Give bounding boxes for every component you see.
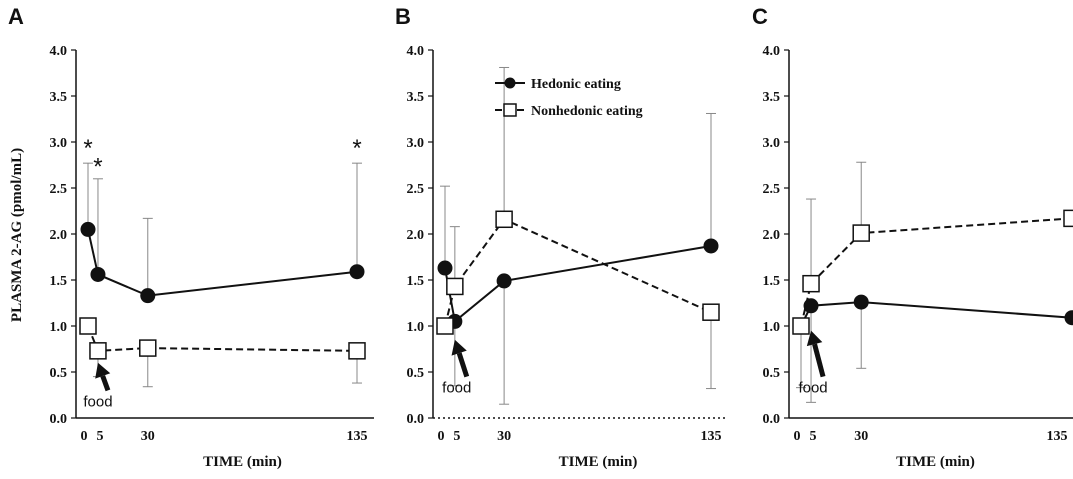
y-tick-label: 4.0 (763, 44, 781, 59)
y-tick-label: 2.5 (407, 182, 425, 197)
x-tick-label: 0 (794, 429, 801, 444)
x-axis-label: TIME (min) (203, 454, 282, 470)
y-tick-label: 2.0 (407, 228, 425, 243)
x-tick-label: 5 (453, 429, 460, 444)
x-tick-label: 135 (1047, 429, 1068, 444)
x-tick-label: 5 (96, 429, 103, 444)
food-arrow-head (95, 362, 111, 379)
legend-nonhedonic-marker (503, 103, 517, 117)
legend-hedonic-marker (504, 77, 516, 89)
y-tick-label: 2.5 (50, 182, 68, 197)
food-arrow-shaft (100, 375, 111, 392)
y-tick-label: 1.5 (407, 274, 425, 289)
hedonic-point (496, 273, 512, 289)
nonhedonic-point (89, 342, 107, 360)
hedonic-point (703, 238, 719, 254)
y-tick-label: 1.0 (763, 320, 781, 335)
nonhedonic-point (139, 339, 157, 357)
legend: Hedonic eating Nonhedonic eating (495, 77, 643, 119)
nonhedonic-series-line (87, 325, 358, 352)
hedonic-series-line (800, 301, 1073, 327)
significance-star: * (352, 135, 361, 162)
hedonic-point (437, 260, 453, 276)
y-tick-label: 4.0 (407, 44, 425, 59)
nonhedonic-point (1063, 209, 1073, 228)
y-tick-label: 4.0 (50, 44, 68, 59)
food-arrow-shaft (812, 343, 826, 378)
hedonic-point (1064, 310, 1073, 326)
nonhedonic-point (792, 317, 810, 335)
food-label: food (83, 393, 112, 410)
nonhedonic-point (852, 224, 870, 242)
legend-hedonic-label: Hedonic eating (531, 77, 621, 92)
hedonic-point (853, 294, 869, 310)
y-tick-label: 2.0 (50, 228, 68, 243)
hedonic-series-line (87, 229, 358, 297)
nonhedonic-point (446, 277, 464, 296)
y-tick-label: 0.0 (407, 412, 425, 427)
hedonic-point (140, 288, 156, 304)
significance-star: * (93, 153, 102, 180)
y-tick-label: 1.0 (50, 320, 68, 335)
y-axis-label: PLASMA 2-AG (pmol/mL) (9, 148, 25, 322)
y-tick-label: 3.0 (50, 136, 68, 151)
nonhedonic-series-line (800, 217, 1073, 327)
nonhedonic-series-line (444, 218, 712, 327)
y-tick-label: 3.0 (763, 136, 781, 151)
panel-b: B 0.0 0.5 1.0 1.5 2.0 2.5 3.0 3.5 4.0 0 5 30 135 TIME … (395, 4, 728, 470)
y-tick-label: 0.0 (763, 412, 781, 427)
food-label: food (442, 380, 471, 397)
nonhedonic-point (79, 317, 97, 335)
x-tick-label: 0 (438, 429, 445, 444)
food-arrow-head (451, 339, 467, 356)
y-tick-label: 3.5 (763, 90, 781, 105)
y-tick-label: 3.5 (50, 90, 68, 105)
y-tick-label: 1.5 (763, 274, 781, 289)
nonhedonic-point (348, 342, 366, 360)
x-tick-label: 30 (854, 429, 868, 444)
y-tick-label: 0.5 (407, 366, 425, 381)
x-tick-label: 30 (497, 429, 511, 444)
x-tick-label: 30 (141, 429, 155, 444)
x-tick-label: 5 (810, 429, 817, 444)
y-tick-label: 0.0 (50, 412, 68, 427)
y-tick-label: 2.0 (763, 228, 781, 243)
y-tick-label: 3.0 (407, 136, 425, 151)
legend-nonhedonic-label: Nonhedonic eating (531, 104, 643, 119)
y-tick-label: 0.5 (50, 366, 68, 381)
food-label: food (798, 380, 827, 397)
nonhedonic-point (495, 210, 513, 229)
food-arrow-shaft (456, 352, 470, 378)
food-arrow-head (806, 330, 823, 347)
x-tick-label: 135 (347, 429, 368, 444)
y-tick-label: 0.5 (763, 366, 781, 381)
nonhedonic-point (702, 303, 720, 321)
x-tick-label: 0 (81, 429, 88, 444)
panel-letter: A (8, 4, 24, 29)
y-tick-label: 1.0 (407, 320, 425, 335)
hedonic-point (80, 221, 96, 237)
hedonic-point (803, 298, 819, 314)
nonhedonic-point (436, 317, 454, 335)
x-tick-label: 135 (701, 429, 722, 444)
hedonic-point (90, 266, 106, 282)
nonhedonic-point (802, 274, 820, 293)
panel-c: C 0.0 0.5 1.0 1.5 2.0 2.5 3.0 3.5 4.0 0 5 30 135 TIME … (752, 4, 1073, 470)
panel-letter: C (752, 4, 768, 29)
panel-letter: B (395, 4, 411, 29)
hedonic-point (349, 264, 365, 280)
y-tick-label: 2.5 (763, 182, 781, 197)
x-axis-label: TIME (min) (559, 454, 638, 470)
significance-star: * (83, 135, 92, 162)
y-tick-label: 3.5 (407, 90, 425, 105)
panel-a: A 0.0 0.5 1.0 1.5 2.0 2.5 3.0 3.5 4.0 0 5 30 135 TIME … (8, 4, 374, 470)
hedonic-series-line (444, 244, 712, 324)
y-tick-label: 1.5 (50, 274, 68, 289)
x-axis-label: TIME (min) (896, 454, 975, 470)
